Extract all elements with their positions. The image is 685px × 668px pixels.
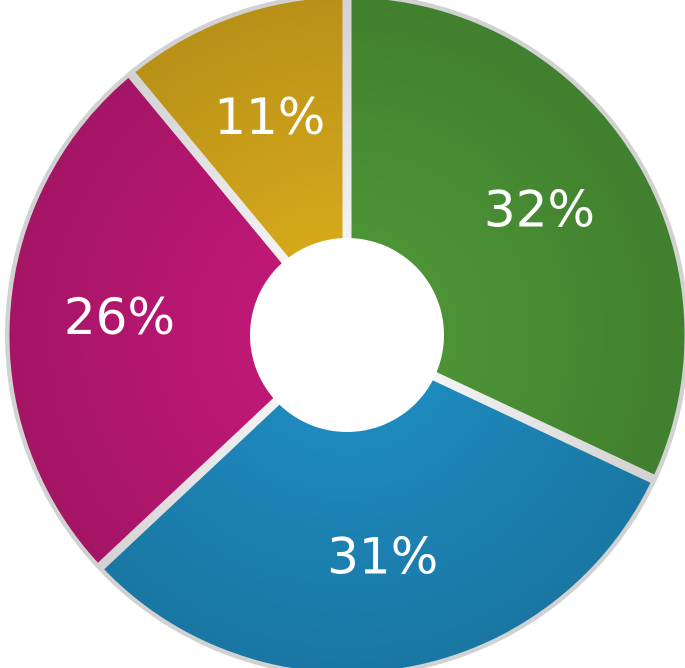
value-label: 26%: [64, 288, 175, 346]
donut-hole: [250, 238, 444, 432]
value-label: 32%: [484, 180, 595, 238]
value-label: 31%: [327, 528, 438, 586]
value-label: 11%: [214, 88, 325, 146]
